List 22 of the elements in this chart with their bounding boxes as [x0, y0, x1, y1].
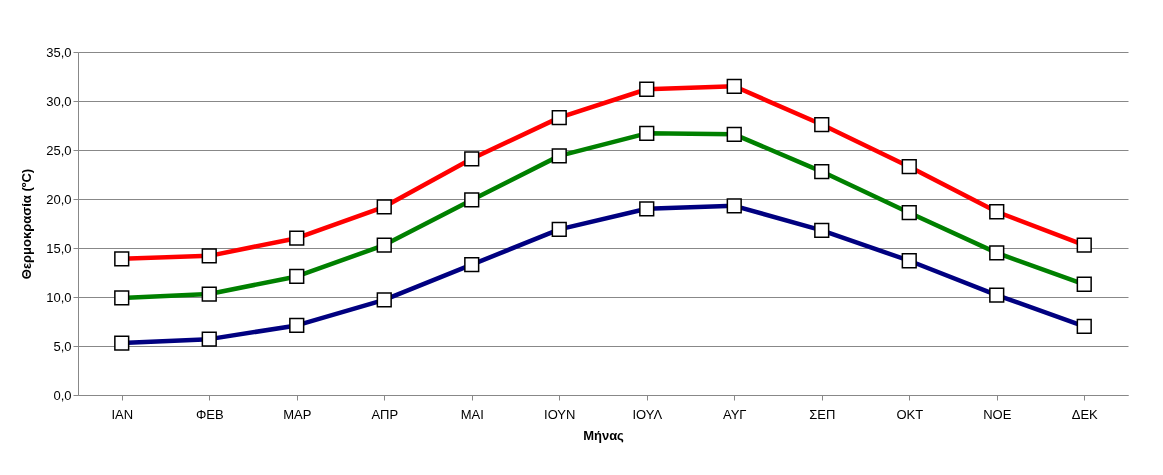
x-tick-label: ΔΕΚ: [1071, 406, 1099, 422]
x-tick-label: ΝΟΕ: [983, 406, 1012, 422]
x-tick-label: ΙΑΝ: [111, 406, 134, 422]
x-tick-label: ΜΑΡ: [283, 406, 312, 422]
y-tick-label: 25,0: [46, 142, 72, 158]
y-tick-label: 15,0: [46, 240, 72, 256]
y-tick-label: 0,0: [53, 387, 72, 403]
x-tick-label: ΙΟΥΝ: [544, 406, 576, 422]
y-tick-label: 10,0: [46, 289, 72, 305]
x-tick-label: ΦΕΒ: [195, 406, 224, 422]
x-tick-label: ΜΑΙ: [460, 406, 484, 422]
x-tick-label: ΙΟΥΛ: [632, 406, 663, 422]
y-tick-label: 30,0: [46, 93, 72, 109]
y-tick-label: 35,0: [46, 44, 72, 60]
x-tick-label: ΟΚΤ: [896, 406, 924, 422]
y-tick-label: 20,0: [46, 191, 72, 207]
x-tick-label: ΣΕΠ: [809, 406, 836, 422]
x-tick-label: ΑΥΓ: [722, 406, 747, 422]
x-axis-title: Μήνας: [583, 427, 625, 443]
y-tick-label: 5,0: [53, 338, 72, 354]
x-tick-label: ΑΠΡ: [371, 406, 399, 422]
y-axis-title: Θερμοκρασία (ºC): [19, 168, 35, 280]
